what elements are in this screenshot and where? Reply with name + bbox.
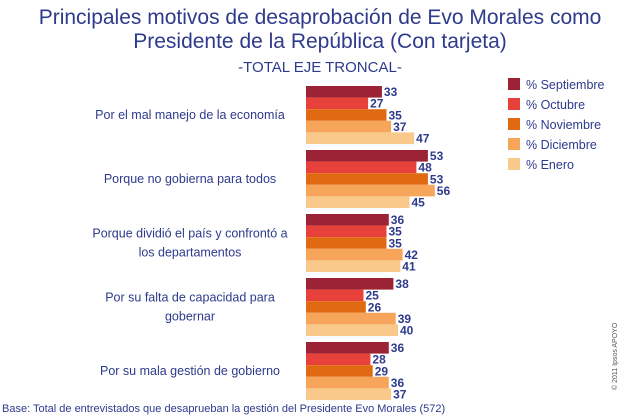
bar — [306, 248, 403, 261]
data-label: 45 — [412, 196, 426, 210]
legend-label: % Noviembre — [526, 118, 601, 132]
data-label: 36 — [391, 341, 405, 355]
data-label: 35 — [389, 236, 403, 250]
data-label: 33 — [384, 85, 398, 99]
legend-swatch — [508, 118, 520, 130]
category-label: Por el mal manejo de la economía — [95, 108, 285, 122]
category-label: Por su mala gestión de gobierno — [100, 364, 280, 378]
legend-label: % Octubre — [526, 98, 585, 112]
category-label: los departamentos — [139, 246, 242, 260]
legend-swatch — [508, 78, 520, 90]
data-label: 53 — [430, 172, 444, 186]
data-label: 37 — [393, 120, 407, 134]
bar — [306, 278, 394, 290]
legend-label: % Septiembre — [526, 78, 605, 92]
footnote: Base: Total de entrevistados que desapru… — [2, 403, 446, 415]
bar — [306, 150, 428, 162]
legend-swatch — [508, 138, 520, 150]
data-label: 28 — [372, 353, 386, 367]
data-label: 56 — [437, 184, 451, 198]
data-label: 39 — [398, 312, 412, 326]
bar — [306, 376, 389, 389]
data-label: 35 — [389, 108, 403, 122]
bar — [306, 86, 382, 98]
bar — [306, 388, 392, 400]
legend-label: % Enero — [526, 158, 574, 172]
bar — [306, 109, 387, 121]
data-label: 36 — [391, 213, 405, 227]
bar — [306, 324, 398, 336]
data-label: 29 — [375, 364, 389, 378]
legend-swatch — [508, 98, 520, 110]
data-label: 53 — [430, 149, 444, 163]
bar — [306, 214, 389, 226]
data-label: 35 — [389, 225, 403, 239]
data-label: 47 — [416, 132, 430, 146]
bar — [306, 120, 392, 133]
category-label: gobernar — [165, 310, 215, 324]
legend-swatch — [508, 158, 520, 170]
chart-title-line2: Presidente de la República (Con tarjeta) — [133, 30, 507, 53]
data-label: 36 — [391, 376, 405, 390]
data-label: 42 — [405, 248, 419, 262]
copyright-note: © 2011 Ipsos APOYO — [612, 322, 619, 390]
category-label: Por su falta de capacidad para — [105, 291, 275, 305]
data-label: 25 — [366, 289, 380, 303]
data-label: 40 — [400, 324, 414, 338]
bar — [306, 301, 366, 313]
data-label: 38 — [395, 277, 409, 291]
category-label: Porque dividió el país y confrontó a — [92, 227, 287, 241]
bar — [306, 225, 387, 238]
category-label: Porque no gobierna para todos — [104, 172, 276, 186]
bar — [306, 173, 428, 185]
data-label: 26 — [368, 300, 382, 314]
bar — [306, 365, 373, 377]
bar — [306, 132, 415, 144]
data-label: 37 — [393, 388, 407, 402]
bar — [306, 237, 387, 249]
data-label: 27 — [370, 97, 384, 111]
chart-title-line1: Principales motivos de desaprobación de … — [38, 6, 602, 29]
bar — [306, 97, 369, 110]
data-label: 48 — [418, 161, 432, 175]
bar — [306, 353, 371, 366]
data-label: 41 — [402, 260, 416, 274]
chart-subtitle: -TOTAL EJE TRONCAL- — [238, 59, 402, 76]
bar — [306, 184, 435, 197]
bar — [306, 342, 389, 354]
bar — [306, 260, 401, 272]
bar — [306, 161, 417, 174]
bar — [306, 312, 396, 325]
bar — [306, 196, 410, 208]
legend-label: % Diciembre — [526, 138, 597, 152]
bar — [306, 289, 364, 302]
